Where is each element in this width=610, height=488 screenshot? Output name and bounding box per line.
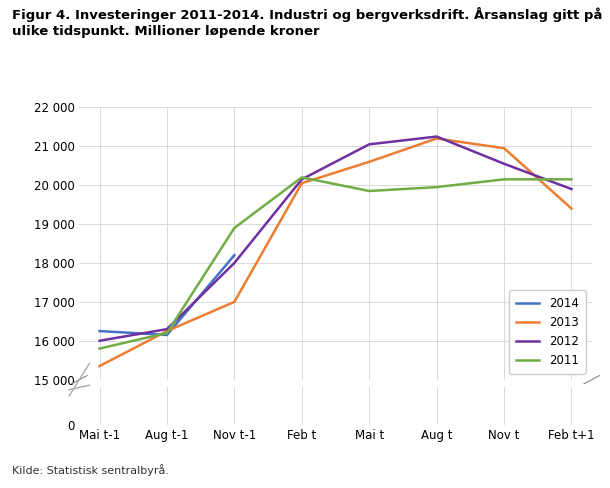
- Legend: 2014, 2013, 2012, 2011: 2014, 2013, 2012, 2011: [509, 290, 586, 374]
- 2012: [298, 176, 306, 182]
- 2012: [365, 142, 373, 147]
- Text: Figur 4. Investeringer 2011-2014. Industri og bergverksdrift. Årsanslag gitt på
: Figur 4. Investeringer 2011-2014. Indust…: [12, 7, 603, 39]
- 2012: [433, 134, 440, 140]
- Text: Kilde: Statistisk sentralbyrå.: Kilde: Statistisk sentralbyrå.: [12, 464, 169, 476]
- 2011: [500, 176, 508, 182]
- Line: 2011: 2011: [99, 177, 572, 348]
- 2011: [298, 174, 306, 180]
- 2014: [96, 328, 103, 334]
- 2011: [231, 225, 238, 231]
- 2013: [96, 363, 103, 369]
- 2012: [500, 161, 508, 167]
- 2013: [365, 159, 373, 165]
- Line: 2012: 2012: [99, 137, 572, 341]
- 2012: [568, 186, 575, 192]
- 2013: [163, 328, 171, 334]
- 2011: [365, 188, 373, 194]
- 2011: [433, 184, 440, 190]
- Line: 2013: 2013: [99, 139, 572, 366]
- 2013: [500, 145, 508, 151]
- 2011: [163, 330, 171, 336]
- 2011: [96, 346, 103, 351]
- 2014: [163, 332, 171, 338]
- 2014: [231, 252, 238, 258]
- 2013: [231, 299, 238, 305]
- 2013: [433, 136, 440, 142]
- 2012: [163, 326, 171, 332]
- 2012: [96, 338, 103, 344]
- 2012: [231, 260, 238, 266]
- 2013: [298, 180, 306, 186]
- Line: 2014: 2014: [99, 255, 234, 335]
- 2013: [568, 205, 575, 211]
- 2011: [568, 176, 575, 182]
